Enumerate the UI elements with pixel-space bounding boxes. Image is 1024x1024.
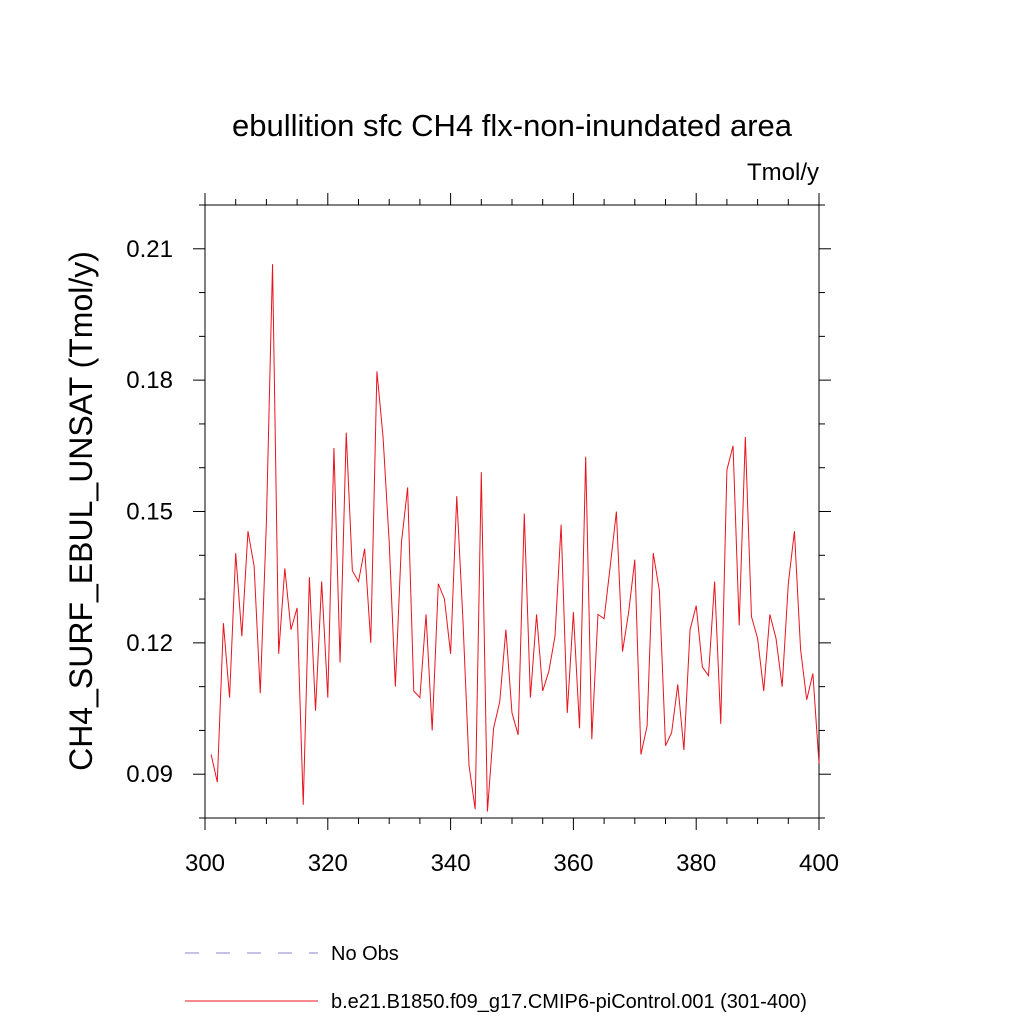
x-tick-label: 380 [676,850,716,877]
x-tick-label: 320 [308,850,348,877]
legend-model-label: b.e21.B1850.f09_g17.CMIP6-piControl.001 … [331,991,807,1013]
y-tick-label: 0.21 [126,236,173,263]
axis-tick-labels: 300 320 340 360 380 400 0.09 0.12 0.15 0.18 0.21 [126,236,839,877]
x-tick-label: 300 [185,850,225,877]
series-line [210,264,820,812]
x-tick-label: 400 [799,850,839,877]
units-label: Tmol/y [747,159,819,186]
chart-title: ebullition sfc CH4 flx-non-inundated are… [232,108,793,143]
x-tick-label: 340 [431,850,471,877]
y-tick-label: 0.15 [126,499,173,526]
series-layer [210,264,820,812]
plot-frame [204,204,820,819]
x-tick-label: 360 [553,850,593,877]
y-tick-label: 0.12 [126,630,173,657]
y-tick-label: 0.09 [126,761,173,788]
y-tick-label: 0.18 [126,367,173,394]
y-axis-label: CH4_SURF_EBUL_UNSAT (Tmol/y) [63,251,99,771]
axis-ticks [193,193,831,830]
legend-no-obs-label: No Obs [331,943,399,965]
